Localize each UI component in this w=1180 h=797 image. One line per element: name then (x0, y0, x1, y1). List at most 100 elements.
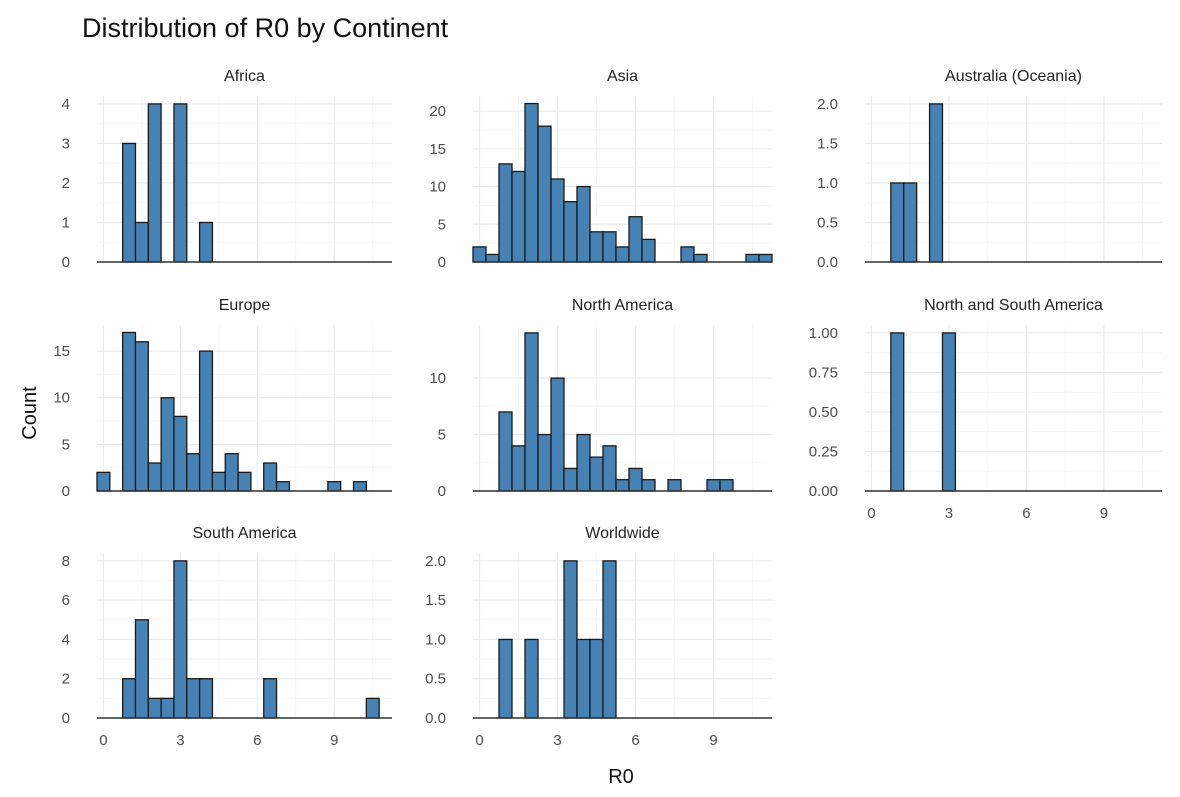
bar-africa (198, 221, 214, 263)
bar-asia (758, 253, 773, 263)
bar-africa (147, 103, 162, 263)
bar-asia (680, 246, 695, 263)
facet-panel-north-and-south-america: North and South America 0.00 0.25 0.50 0.75 1… (809, 297, 1162, 522)
bar-europe (327, 481, 342, 492)
bar-south-america (365, 697, 380, 719)
bar-europe (173, 415, 188, 492)
y-tick-label: 0.5 (817, 214, 838, 231)
bar-asia (563, 200, 578, 263)
x-tick-label: 0 (475, 732, 483, 749)
facet-panel-asia: Asia 0 5 10 15 20 (429, 68, 773, 271)
facet-label-south-america: South America (192, 525, 296, 542)
facet-panel-north-america: North America 0 5 10 (429, 297, 772, 500)
x-tick-label: 3 (945, 505, 953, 522)
x-tick-label: 9 (330, 732, 338, 749)
bar-europe (134, 341, 149, 492)
x-tick-label: 3 (176, 732, 184, 749)
facet-label-africa: Africa (224, 68, 265, 85)
bar-south-america (198, 678, 214, 719)
bar-asia (550, 178, 565, 263)
bar-north-america (602, 445, 617, 492)
y-tick-label: 0.50 (809, 404, 838, 421)
y-tick-label: 2 (62, 671, 70, 688)
bar-africa (134, 221, 149, 263)
x-tick-label: 9 (1100, 505, 1108, 522)
bar-australia-oceania (903, 182, 918, 263)
y-tick-label: 1.5 (817, 135, 838, 152)
bar-south-america (263, 678, 278, 719)
bar-worldwide (602, 560, 617, 719)
facet-panel-worldwide: Worldwide 0.0 0.5 1.0 1.5 2.0 0 3 6 9 (425, 525, 772, 749)
y-tick-label: 0.25 (809, 443, 838, 460)
facet-label-asia: Asia (607, 68, 638, 85)
y-tick-label: 1.00 (809, 325, 838, 342)
y-tick-label: 15 (429, 141, 446, 158)
y-tick-label: 1.0 (425, 631, 446, 648)
bar-south-america (173, 560, 188, 719)
y-tick-label: 20 (429, 103, 446, 120)
bar-asia (693, 253, 708, 263)
bar-south-america (147, 697, 162, 719)
x-tick-label: 3 (553, 732, 561, 749)
y-tick-label: 10 (429, 370, 446, 387)
x-tick-label: 0 (867, 505, 875, 522)
facet-panel-europe: Europe 0 5 10 15 (53, 297, 392, 500)
chart-title: Distribution of R0 by Continent (82, 13, 449, 43)
x-tick-label: 0 (99, 732, 107, 749)
y-tick-label: 1 (62, 214, 70, 231)
x-tick-label: 6 (253, 732, 261, 749)
bar-south-america (122, 678, 137, 719)
bar-north-america (615, 479, 630, 492)
bar-asia (537, 125, 552, 263)
bar-worldwide (576, 638, 591, 719)
y-tick-label: 0 (438, 254, 446, 271)
bar-asia (745, 253, 760, 263)
bar-europe (198, 350, 214, 492)
bar-north-america (550, 377, 565, 492)
bar-asia (498, 163, 513, 263)
bar-europe (237, 471, 252, 492)
bar-asia (511, 170, 526, 263)
bar-europe (275, 481, 291, 492)
bar-africa (173, 103, 188, 263)
bar-north-america (719, 479, 734, 492)
y-axis-title: Count (19, 386, 41, 440)
y-tick-label: 2.0 (425, 553, 446, 570)
bar-worldwide (498, 638, 513, 719)
bar-worldwide (524, 638, 539, 719)
y-tick-label: 1.5 (425, 592, 446, 609)
y-tick-label: 0.0 (817, 254, 838, 271)
facet-panel-africa: Africa 0 1 2 3 4 (62, 68, 392, 271)
bar-south-america (134, 619, 149, 719)
bar-europe (96, 471, 111, 492)
bar-north-america (576, 433, 591, 492)
x-tick-label: 6 (1022, 505, 1030, 522)
facet-panel-south-america: South America 0 2 4 6 8 0 3 6 9 (62, 525, 392, 749)
bar-europe (122, 331, 137, 492)
y-tick-label: 0 (62, 710, 70, 727)
bar-north-america (589, 456, 604, 492)
facet-label-europe: Europe (219, 297, 271, 314)
facet-label-australia-oceania: Australia (Oceania) (945, 68, 1082, 85)
bar-north-america (641, 479, 656, 492)
y-tick-label: 4 (62, 96, 70, 113)
bar-north-america (667, 479, 682, 492)
y-tick-label: 10 (429, 179, 446, 196)
y-tick-label: 0.00 (809, 483, 838, 500)
bar-asia (485, 253, 500, 263)
bar-asia (602, 231, 617, 263)
x-tick-label: 9 (709, 732, 717, 749)
bar-europe (147, 462, 162, 492)
bar-asia (524, 102, 539, 263)
bar-north-america (498, 411, 513, 492)
bar-north-america (628, 467, 643, 492)
bar-asia (576, 185, 591, 263)
bar-north-america (563, 467, 578, 492)
facet-label-worldwide: Worldwide (585, 525, 660, 542)
y-tick-label: 10 (53, 390, 70, 407)
y-tick-label: 4 (62, 631, 70, 648)
bar-north-america (524, 332, 539, 492)
y-tick-label: 0.0 (425, 710, 446, 727)
